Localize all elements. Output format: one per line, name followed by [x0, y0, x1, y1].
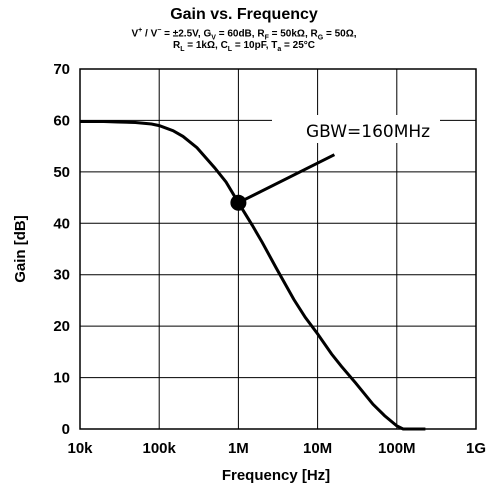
y-tick-label: 40 — [53, 215, 70, 232]
y-tick-label: 70 — [53, 61, 70, 78]
annotation-gbw: GBW=160MHz — [306, 122, 430, 142]
y-tick-label: 20 — [53, 318, 70, 335]
x-tick-labels: 10k 100k 1M 10M 100M 1G — [67, 440, 486, 457]
y-tick-labels: 0 10 20 30 40 50 60 70 — [53, 61, 70, 438]
annotation-background — [272, 115, 440, 143]
y-axis-label: Gain [dB] — [12, 215, 29, 283]
plot-frame — [79, 68, 477, 430]
chart-subtitle-line-1: V+ / V− = ±2.5V, GV = 60dB, RF = 50kΩ, R… — [131, 27, 357, 42]
chart-title: Gain vs. Frequency — [170, 6, 318, 23]
y-tick-label: 0 — [62, 421, 70, 438]
x-tick-label: 100k — [143, 440, 177, 457]
y-tick-label: 10 — [53, 370, 70, 387]
x-tick-label: 1M — [228, 440, 249, 457]
annotation-leader-line — [237, 153, 336, 205]
y-tick-label: 60 — [53, 112, 70, 129]
x-tick-label: 10M — [303, 440, 332, 457]
x-tick-label: 1G — [466, 440, 486, 457]
x-tick-label: 10k — [67, 440, 93, 457]
gain-curve — [80, 120, 426, 431]
y-tick-label: 30 — [53, 267, 70, 284]
chart-subtitle-line-2: RL = 1kΩ, CL = 10pF, Ta = 25°C — [172, 40, 316, 53]
x-tick-label: 100M — [378, 440, 416, 457]
gbw-marker-point — [230, 194, 247, 211]
y-tick-label: 50 — [53, 164, 70, 181]
x-axis-label: Frequency [Hz] — [222, 467, 330, 484]
